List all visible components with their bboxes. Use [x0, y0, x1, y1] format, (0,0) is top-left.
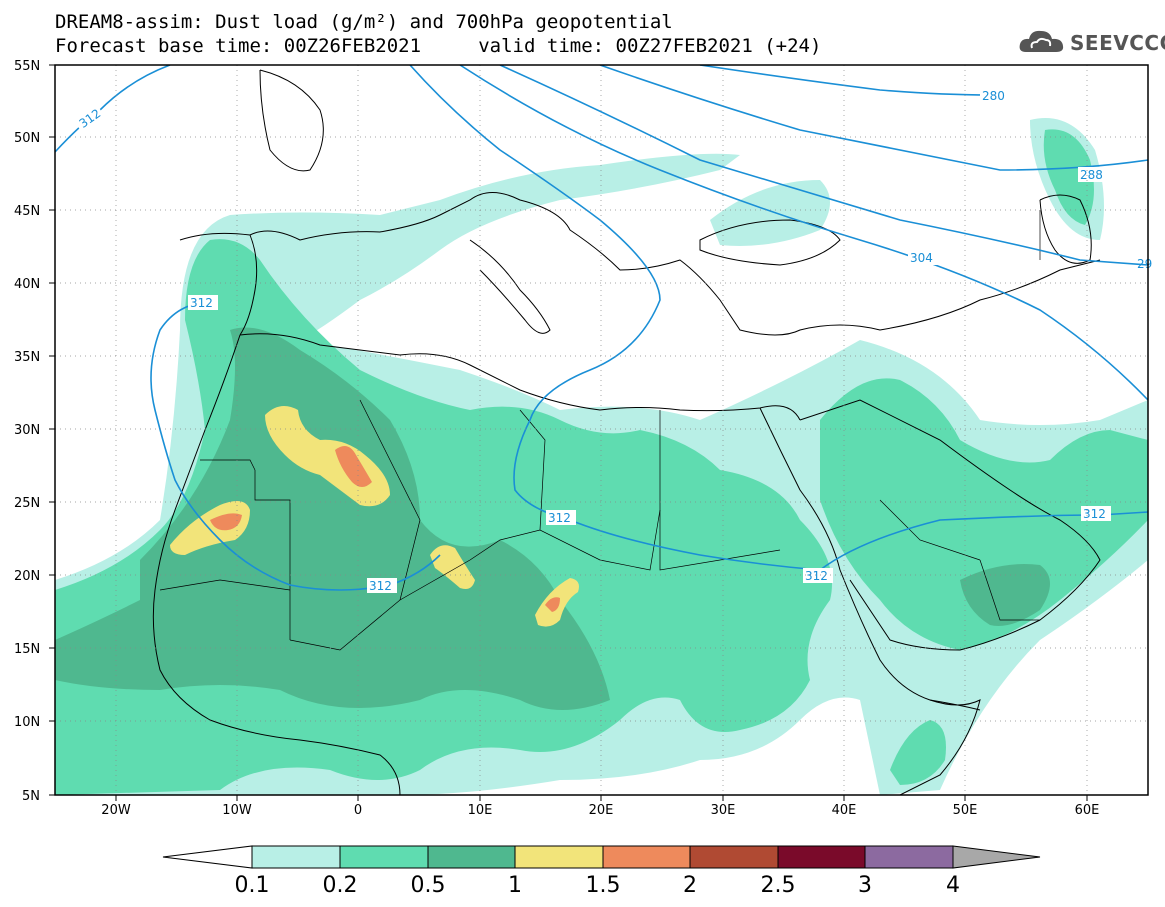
colorbar-label: 0.5	[411, 873, 446, 898]
graticule	[55, 65, 1148, 795]
contour-label-group: 312 312 280 288 304 312 312 312 312 29	[72, 88, 1152, 593]
cloud-logo-icon	[1019, 30, 1064, 52]
contour-296	[499, 65, 1148, 266]
colorbar-label: 3	[858, 873, 872, 898]
colorbar-bin	[427, 845, 516, 869]
coast-italy	[469, 239, 551, 334]
coast-iberia	[179, 232, 258, 336]
colorbar: 0.1 0.2 0.5 1 1.5 2 2.5 3 4	[162, 845, 1041, 898]
lat-label: 35N	[14, 350, 40, 365]
lon-label: 20W	[101, 803, 131, 818]
lat-label: 45N	[14, 204, 40, 219]
colorbar-label: 1	[508, 873, 522, 898]
coast-africa-west	[152, 334, 401, 795]
lat-label: 40N	[14, 277, 40, 292]
contour-label: 312	[1083, 507, 1106, 521]
coast-arabia	[799, 399, 1101, 651]
lat-label: 15N	[14, 642, 40, 657]
colorbar-bin	[689, 845, 779, 869]
lon-label: 40E	[832, 803, 857, 818]
lat-label: 10N	[14, 715, 40, 730]
colorbar-label: 0.2	[323, 873, 358, 898]
lon-label: 30E	[711, 803, 736, 818]
colorbar-bin	[514, 845, 604, 869]
contour-label: 304	[910, 251, 933, 265]
lon-label: 10W	[222, 803, 252, 818]
contour-304	[459, 65, 1148, 401]
colorbar-over-triangle	[952, 845, 1041, 869]
contour-label: 29	[1137, 257, 1152, 271]
lon-label: 60E	[1075, 803, 1100, 818]
dust-region-veryhigh-1	[335, 446, 372, 487]
dust-region-mid	[55, 327, 610, 710]
colorbar-bin	[864, 845, 954, 869]
contour-label: 312	[190, 296, 213, 310]
coast-uk	[259, 69, 324, 172]
dust-region-low-horn	[890, 720, 946, 785]
colorbar-label: 1.5	[586, 873, 621, 898]
coast-black-sea	[699, 219, 841, 266]
contour-label: 288	[1080, 168, 1103, 182]
lat-label: 55N	[14, 59, 40, 74]
coast-europe	[249, 192, 1101, 336]
dust-shading	[55, 118, 1148, 795]
axis-ticks	[49, 64, 1088, 801]
dust-region-low-ne	[1043, 129, 1094, 225]
lat-label: 20N	[14, 569, 40, 584]
colorbar-bin	[602, 845, 691, 869]
longitude-labels: 20W 10W 0 10E 20E 30E 40E 50E 60E	[101, 803, 1099, 818]
contour-288	[599, 65, 1148, 171]
lon-label: 0	[354, 803, 362, 818]
contour-label: 312	[805, 569, 828, 583]
coast-horn	[899, 699, 981, 795]
colorbar-under-triangle	[162, 845, 253, 869]
colorbar-label: 2	[683, 873, 697, 898]
coastlines	[152, 69, 1101, 795]
colorbar-label: 4	[946, 873, 960, 898]
lon-label: 50E	[953, 803, 978, 818]
dust-region-veryhigh-2	[210, 513, 242, 531]
lat-label: 5N	[22, 789, 40, 804]
colorbar-bin	[339, 845, 429, 869]
contour-label: 312	[548, 511, 571, 525]
dust-region-mid-arabia	[960, 564, 1050, 626]
dust-region-low-arabia	[820, 378, 1148, 650]
dust-region-high-3	[430, 545, 475, 589]
contour-280	[699, 65, 991, 96]
map-title: DREAM8-assim: Dust load (g/m²) and 700hP…	[55, 11, 673, 33]
lon-label: 10E	[468, 803, 493, 818]
dust-region-light-bs	[710, 180, 830, 246]
colorbar-label: 2.5	[761, 873, 796, 898]
lat-label: 30N	[14, 423, 40, 438]
colorbar-label: 0.1	[235, 873, 270, 898]
logo-text: SEEVCCC	[1070, 31, 1165, 55]
latitude-labels: 55N 50N 45N 40N 35N 30N 25N 20N 15N 10N …	[14, 59, 40, 804]
contour-label: 280	[982, 89, 1005, 103]
colorbar-bin	[251, 845, 341, 869]
contour-label: 312	[369, 579, 392, 593]
dust-region-veryhigh-3	[545, 597, 560, 612]
coast-africa-north	[239, 333, 801, 421]
lat-label: 25N	[14, 496, 40, 511]
contour-312-main	[409, 65, 1148, 571]
map-subtitle: Forecast base time: 00Z26FEB2021 valid t…	[55, 35, 822, 57]
lon-label: 20E	[589, 803, 614, 818]
lat-label: 50N	[14, 131, 40, 146]
colorbar-bin	[777, 845, 866, 869]
borders	[159, 210, 1041, 651]
